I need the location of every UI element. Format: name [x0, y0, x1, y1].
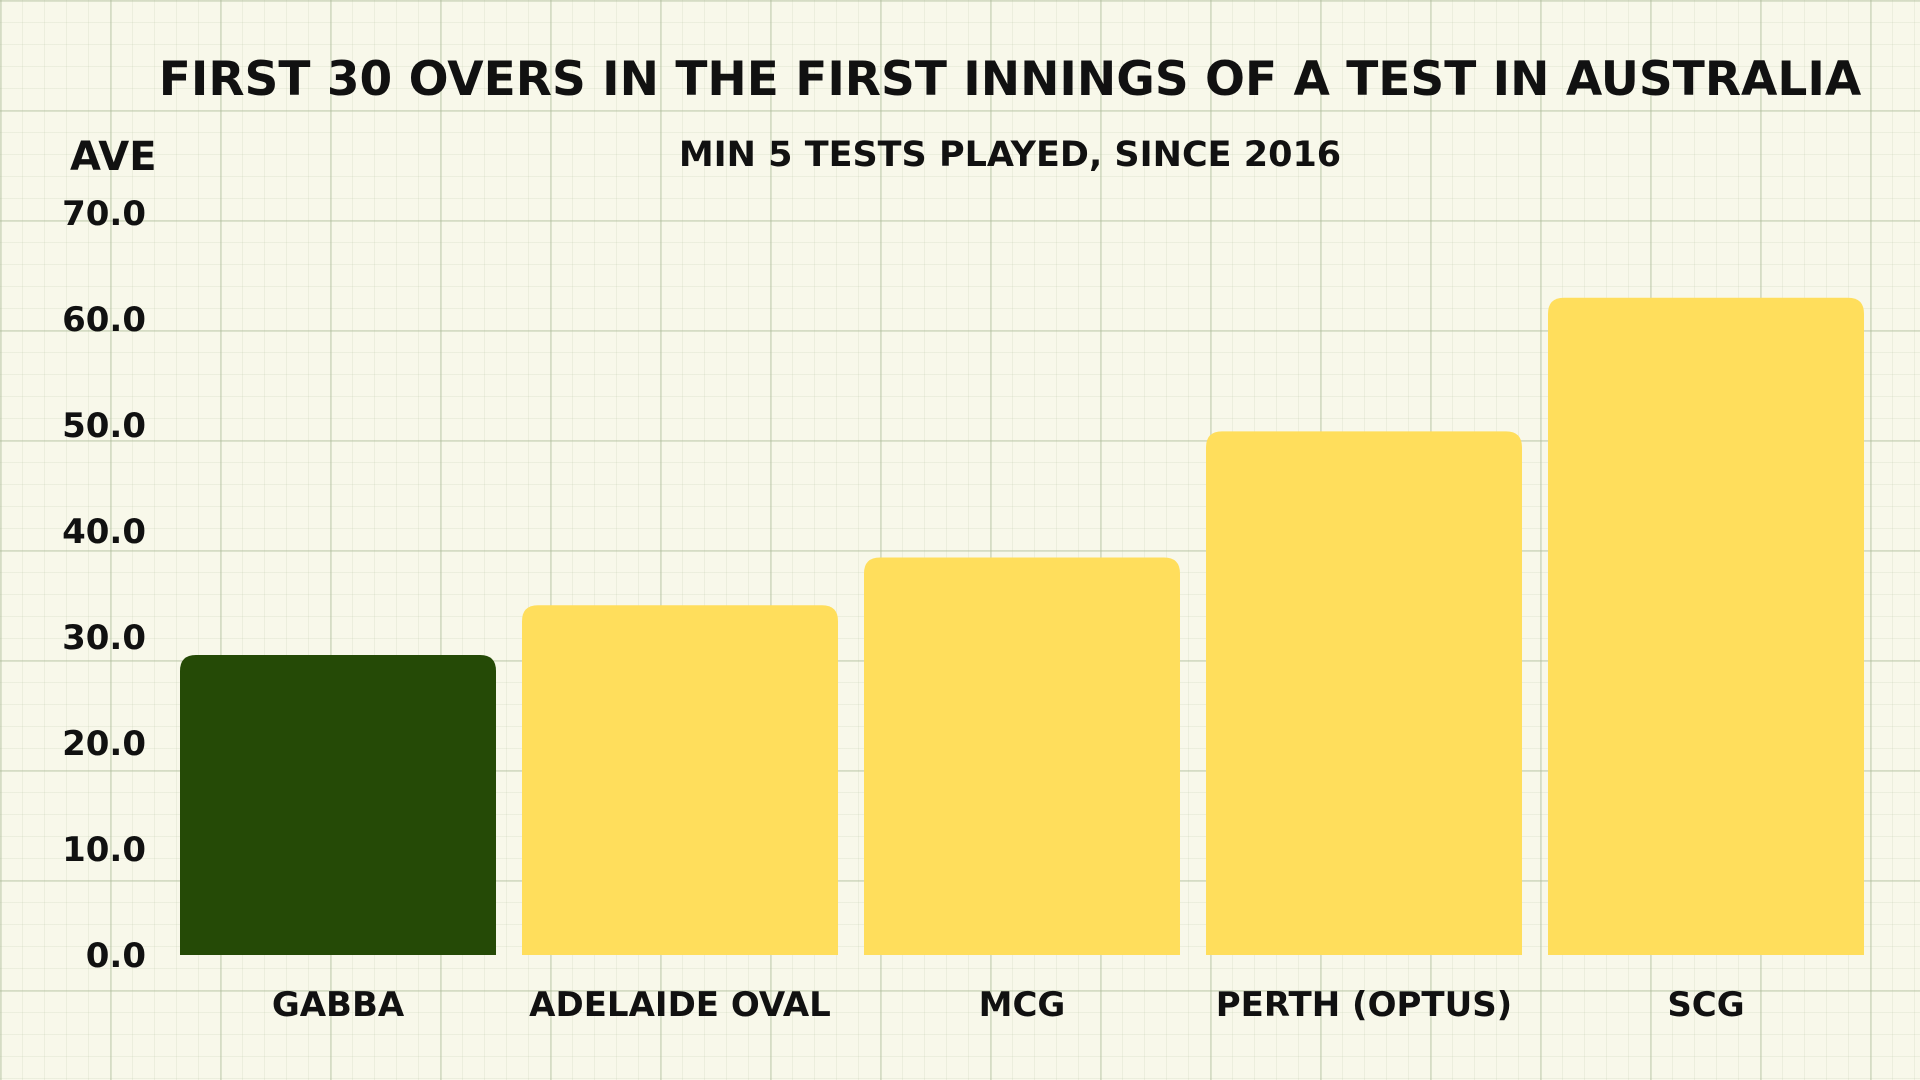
bars	[180, 297, 1864, 955]
y-tick-label: 70.0	[62, 194, 146, 234]
bar-scg	[1548, 297, 1864, 955]
bar-gabba	[180, 655, 496, 955]
bar-adelaide-oval	[522, 605, 838, 955]
y-tick-label: 30.0	[62, 618, 146, 658]
x-axis-labels: Gabba Adelaide Oval MCG Perth (Optus) SCG	[272, 985, 1745, 1025]
chart-subtitle: Min 5 Tests played, since 2016	[679, 135, 1341, 175]
y-tick-label: 50.0	[62, 406, 146, 446]
x-tick-label: Perth (Optus)	[1216, 985, 1512, 1025]
y-tick-label: 20.0	[62, 724, 146, 764]
y-tick-label: 10.0	[62, 830, 146, 870]
y-axis-ticks: 0.0 10.0 20.0 30.0 40.0 50.0 60.0 70.0	[62, 194, 146, 976]
chart-title: First 30 overs in the first innings of a…	[159, 52, 1862, 107]
y-tick-label: 40.0	[62, 512, 146, 552]
x-tick-label: Adelaide Oval	[529, 985, 831, 1025]
y-tick-label: 0.0	[86, 936, 146, 976]
x-tick-label: Gabba	[272, 985, 405, 1025]
bar-perth-optus	[1206, 431, 1522, 955]
bar-mcg	[864, 557, 1180, 955]
y-axis-label: Ave	[70, 134, 157, 180]
x-tick-label: SCG	[1667, 985, 1744, 1025]
y-tick-label: 60.0	[62, 300, 146, 340]
x-tick-label: MCG	[979, 985, 1066, 1025]
